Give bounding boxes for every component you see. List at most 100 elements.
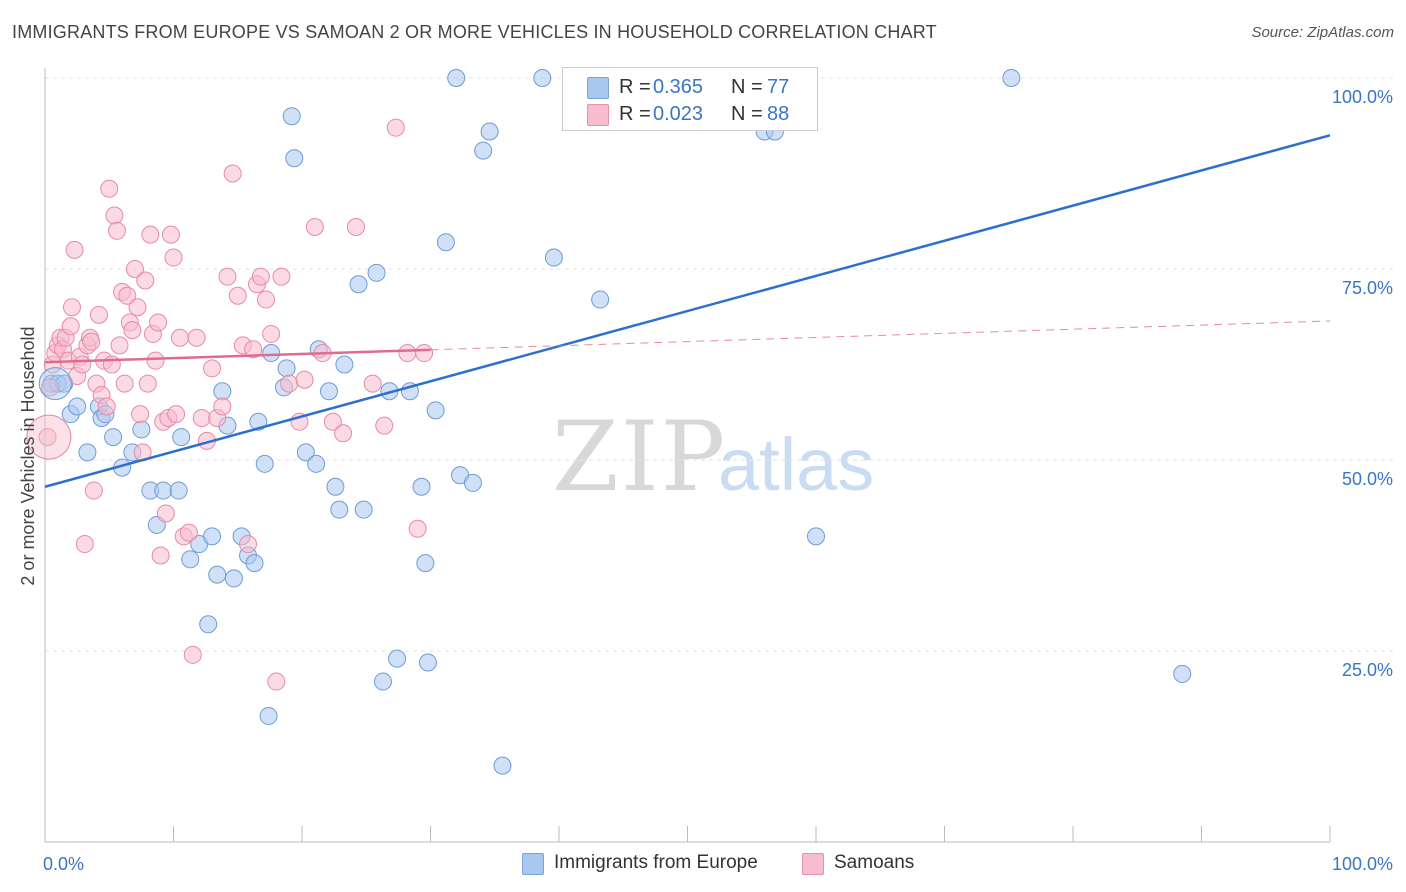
europe-point bbox=[277, 359, 296, 378]
europe-point bbox=[480, 122, 499, 141]
y-tick-label: 75.0% bbox=[1342, 278, 1393, 298]
europe-point bbox=[285, 149, 304, 168]
europe-point bbox=[38, 367, 72, 401]
samoan-point bbox=[386, 118, 405, 137]
samoan-point bbox=[141, 225, 160, 244]
watermark: ZIP atlas bbox=[552, 401, 874, 513]
europe-point bbox=[326, 477, 345, 496]
samoan-point bbox=[239, 535, 258, 554]
europe-point bbox=[493, 756, 512, 775]
legend-swatch-europe bbox=[587, 77, 609, 99]
samoan-point bbox=[408, 519, 427, 538]
samoan-point bbox=[295, 370, 314, 389]
samoan-point bbox=[167, 405, 186, 424]
samoan-point bbox=[218, 267, 237, 286]
samoan-point bbox=[334, 424, 353, 443]
correlation-legend: R = 0.365 N = 77 R = 0.023 N = 88 bbox=[562, 67, 818, 131]
europe-point bbox=[296, 443, 315, 462]
y-axis-label: 2 or more Vehicles in Household bbox=[18, 326, 38, 585]
legend-swatch-samoans bbox=[587, 104, 609, 126]
europe-point bbox=[544, 248, 563, 267]
samoan-point bbox=[398, 344, 417, 363]
samoan-point bbox=[89, 305, 108, 324]
europe-point bbox=[282, 107, 301, 126]
x-tick-label: 100.0% bbox=[1332, 854, 1393, 874]
samoan-point bbox=[415, 344, 434, 363]
europe-point bbox=[199, 615, 218, 634]
legend-n-value: 77 bbox=[767, 76, 790, 98]
samoan-point bbox=[123, 321, 142, 340]
samoan-point bbox=[323, 412, 342, 431]
samoan-point bbox=[228, 286, 247, 305]
europe-point bbox=[78, 443, 97, 462]
europe-point bbox=[213, 382, 232, 401]
samoan-point bbox=[107, 221, 126, 240]
europe-point bbox=[412, 477, 431, 496]
samoan-point bbox=[244, 340, 263, 359]
europe-point bbox=[436, 233, 455, 252]
watermark-atlas: atlas bbox=[718, 423, 874, 506]
europe-point bbox=[418, 653, 437, 672]
europe-point bbox=[68, 397, 87, 416]
samoan-point bbox=[213, 397, 232, 416]
europe-point bbox=[807, 527, 825, 546]
chart-title: IMMIGRANTS FROM EUROPE VS SAMOAN 2 OR MO… bbox=[12, 22, 937, 42]
europe-point bbox=[474, 141, 493, 160]
samoan-point bbox=[203, 359, 222, 378]
europe-point bbox=[463, 473, 482, 492]
europe-point bbox=[208, 565, 227, 584]
samoan-point bbox=[170, 328, 189, 347]
data-points bbox=[26, 69, 1192, 775]
europe-point bbox=[354, 500, 373, 519]
samoan-point bbox=[73, 355, 92, 374]
chart-source: Source: ZipAtlas.com bbox=[1251, 24, 1394, 41]
samoan-point bbox=[61, 317, 80, 336]
samoan-point bbox=[118, 286, 137, 305]
europe-point bbox=[154, 481, 173, 500]
europe-point bbox=[447, 69, 466, 87]
samoan-point bbox=[136, 271, 155, 290]
samoan-point bbox=[257, 290, 276, 309]
y-tick-label: 50.0% bbox=[1342, 469, 1393, 489]
y-tick-label: 25.0% bbox=[1342, 660, 1393, 680]
tick-labels: 25.0% 50.0% 75.0% 100.0% 0.0% 100.0% bbox=[43, 87, 1393, 874]
samoan-point bbox=[82, 332, 101, 351]
europe-point bbox=[245, 554, 264, 573]
samoan-point bbox=[280, 374, 299, 393]
samoan-point bbox=[84, 481, 103, 500]
legend-n-label: N = bbox=[731, 76, 763, 98]
samoan-point bbox=[62, 298, 81, 317]
x-tick-label: 0.0% bbox=[43, 854, 84, 874]
europe-point bbox=[591, 290, 610, 309]
legend-swatch-europe bbox=[522, 853, 544, 875]
samoan-point bbox=[110, 336, 129, 355]
europe-trend-line bbox=[44, 134, 1331, 488]
europe-point bbox=[388, 649, 407, 668]
samoan-point bbox=[146, 351, 165, 370]
europe-point bbox=[349, 275, 368, 294]
samoan-point bbox=[105, 206, 124, 225]
samoan-point bbox=[262, 324, 281, 343]
samoan-trend-line bbox=[44, 348, 431, 364]
samoan-point bbox=[75, 535, 94, 554]
legend-label-samoans: Samoans bbox=[834, 852, 915, 873]
europe-point bbox=[367, 263, 386, 282]
europe-point bbox=[172, 428, 191, 447]
legend-label-europe: Immigrants from Europe bbox=[554, 852, 758, 873]
samoan-point bbox=[305, 217, 324, 236]
samoan-point bbox=[65, 240, 84, 259]
samoan-point bbox=[41, 378, 60, 397]
europe-point bbox=[104, 428, 123, 447]
samoan-point bbox=[375, 416, 394, 435]
europe-point bbox=[203, 527, 222, 546]
samoan-point bbox=[138, 374, 157, 393]
europe-point bbox=[262, 344, 281, 363]
samoan-point bbox=[179, 523, 198, 542]
europe-point bbox=[255, 454, 274, 473]
europe-point bbox=[426, 401, 445, 420]
legend-n-value: 88 bbox=[767, 103, 790, 125]
y-tick-label: 100.0% bbox=[1332, 87, 1393, 107]
samoan-point bbox=[125, 260, 144, 278]
series-legend: Immigrants from Europe Samoans bbox=[0, 852, 1406, 878]
